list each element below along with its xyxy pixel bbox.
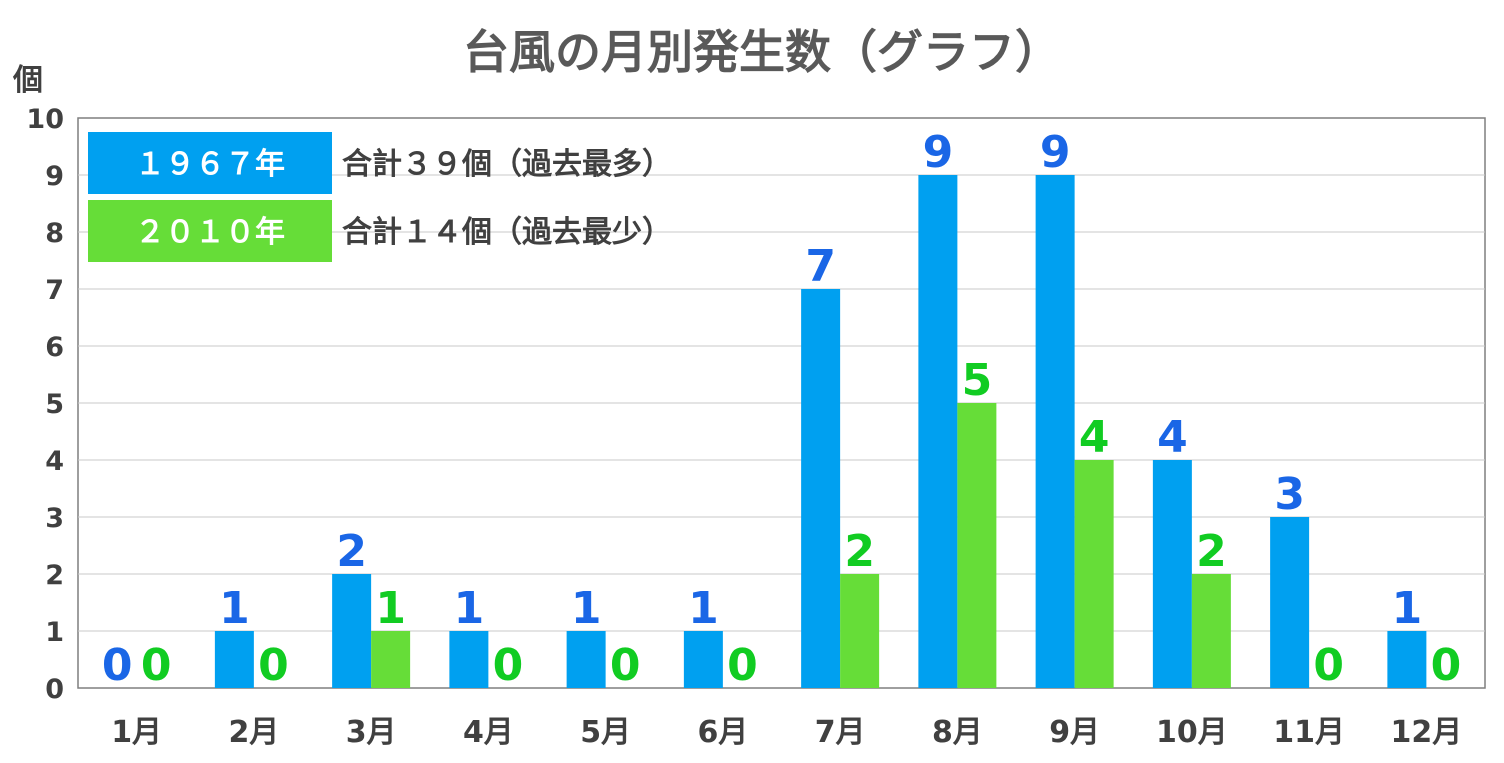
x-tick-label: 3月	[346, 715, 397, 750]
x-tick-label: 7月	[815, 715, 866, 750]
data-label: 1	[375, 583, 406, 634]
data-label: 1	[454, 583, 485, 634]
data-label: 3	[1274, 469, 1305, 520]
bar-series1	[214, 631, 254, 688]
bar-series1	[918, 175, 958, 688]
bar-series1	[1387, 631, 1427, 688]
data-label: 0	[1313, 640, 1344, 691]
y-tick-label: 9	[45, 161, 64, 192]
legend-series-note: 合計３９個（過去最多）	[342, 147, 672, 182]
y-tick-label: 2	[45, 560, 64, 591]
bar-series2	[1191, 574, 1231, 688]
y-tick-label: 6	[45, 332, 64, 363]
legend-swatch	[88, 200, 332, 262]
y-tick-label: 0	[45, 674, 64, 705]
data-label: 1	[688, 583, 719, 634]
data-label: 1	[571, 583, 602, 634]
data-label: 4	[1157, 412, 1188, 463]
y-axis-unit: 個	[12, 63, 43, 98]
legend: １９６７年 合計３９個（過去最多） ２０１０年 合計１４個（過去最少）	[88, 132, 672, 262]
x-tick-label: 4月	[463, 715, 514, 750]
x-tick-label: 8月	[932, 715, 983, 750]
x-tick-label: 11月	[1273, 715, 1345, 750]
x-tick-label: 5月	[580, 715, 631, 750]
y-tick-label: 4	[45, 446, 64, 477]
data-label: 0	[258, 640, 289, 691]
bar-series2	[371, 631, 411, 688]
data-label: 5	[962, 355, 993, 406]
bar-series2	[1074, 460, 1114, 688]
data-label: 1	[1392, 583, 1423, 634]
chart-title: 台風の月別発生数（グラフ）	[463, 25, 1061, 79]
x-tick-label: 9月	[1049, 715, 1100, 750]
x-tick-label: 1月	[111, 715, 162, 750]
y-tick-label: 5	[45, 389, 64, 420]
bar-series1	[683, 631, 723, 688]
bar-series1	[566, 631, 606, 688]
data-label: 7	[805, 241, 836, 292]
data-label: 4	[1079, 412, 1110, 463]
bar-series2	[957, 403, 997, 688]
bar-series1	[332, 574, 372, 688]
bar-series1	[1270, 517, 1310, 688]
y-tick-label: 7	[45, 275, 64, 306]
bar-series1	[1035, 175, 1075, 688]
data-label: 0	[493, 640, 524, 691]
legend-series-name: １９６７年	[135, 147, 285, 182]
y-tick-label: 8	[45, 218, 64, 249]
data-label: 9	[1040, 127, 1071, 178]
data-label: 0	[1431, 640, 1462, 691]
y-tick-label: 1	[45, 617, 64, 648]
data-label: 1	[219, 583, 250, 634]
y-tick-label: 3	[45, 503, 64, 534]
data-label: 0	[102, 640, 133, 691]
legend-swatch	[88, 132, 332, 194]
y-tick-label: 10	[26, 104, 64, 135]
data-label: 0	[727, 640, 758, 691]
data-label: 2	[844, 526, 875, 577]
data-label: 2	[336, 526, 367, 577]
bar-series1	[1152, 460, 1192, 688]
data-label: 9	[923, 127, 954, 178]
bar-series1	[801, 289, 841, 688]
x-tick-label: 10月	[1156, 715, 1228, 750]
data-label: 2	[1196, 526, 1227, 577]
bar-series2	[840, 574, 880, 688]
data-label: 0	[141, 640, 172, 691]
x-tick-label: 6月	[697, 715, 748, 750]
x-tick-label: 12月	[1391, 715, 1463, 750]
legend-series-name: ２０１０年	[135, 215, 285, 250]
bar-series1	[449, 631, 489, 688]
legend-series-note: 合計１４個（過去最少）	[342, 215, 672, 250]
x-tick-label: 2月	[228, 715, 279, 750]
data-label: 0	[610, 640, 641, 691]
